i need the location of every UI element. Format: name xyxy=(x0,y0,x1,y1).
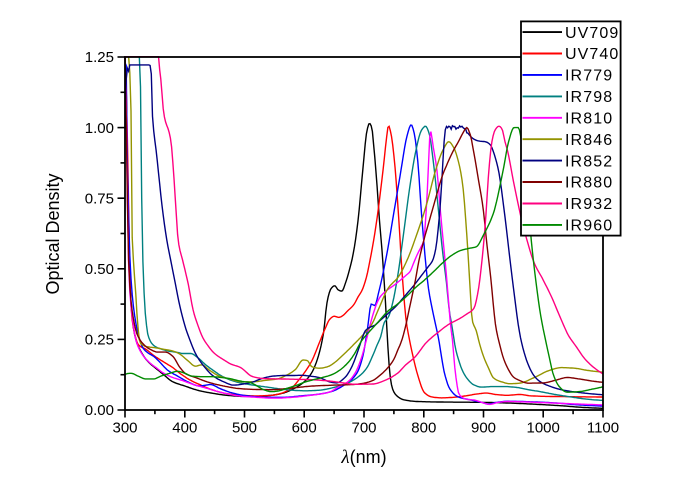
svg-text:400: 400 xyxy=(172,419,197,436)
svg-text:900: 900 xyxy=(471,419,496,436)
svg-text:UV709: UV709 xyxy=(565,25,619,42)
svg-text:UV740: UV740 xyxy=(565,46,619,63)
svg-text:IR810: IR810 xyxy=(565,111,613,128)
svg-text:0.50: 0.50 xyxy=(85,261,114,278)
svg-text:IR779: IR779 xyxy=(565,68,613,85)
svg-text:IR852: IR852 xyxy=(565,153,613,170)
svg-text:IR960: IR960 xyxy=(565,218,613,235)
svg-text:500: 500 xyxy=(232,419,257,436)
svg-text:Optical Density: Optical Density xyxy=(43,173,63,294)
svg-text:IR798: IR798 xyxy=(565,89,613,106)
svg-text:λ(nm): λ(nm) xyxy=(340,447,386,468)
svg-text:IR932: IR932 xyxy=(565,196,613,213)
svg-text:IR846: IR846 xyxy=(565,132,613,149)
svg-text:0.25: 0.25 xyxy=(85,332,114,349)
svg-text:1.00: 1.00 xyxy=(85,120,114,137)
svg-text:600: 600 xyxy=(292,419,317,436)
svg-text:1100: 1100 xyxy=(587,419,619,436)
svg-text:1.25: 1.25 xyxy=(85,49,114,66)
svg-text:0.75: 0.75 xyxy=(85,190,114,207)
svg-text:700: 700 xyxy=(351,419,376,436)
svg-text:IR880: IR880 xyxy=(565,175,613,192)
svg-text:0.00: 0.00 xyxy=(85,402,114,419)
svg-text:800: 800 xyxy=(411,419,436,436)
svg-text:300: 300 xyxy=(112,419,137,436)
svg-text:1000: 1000 xyxy=(527,419,560,436)
